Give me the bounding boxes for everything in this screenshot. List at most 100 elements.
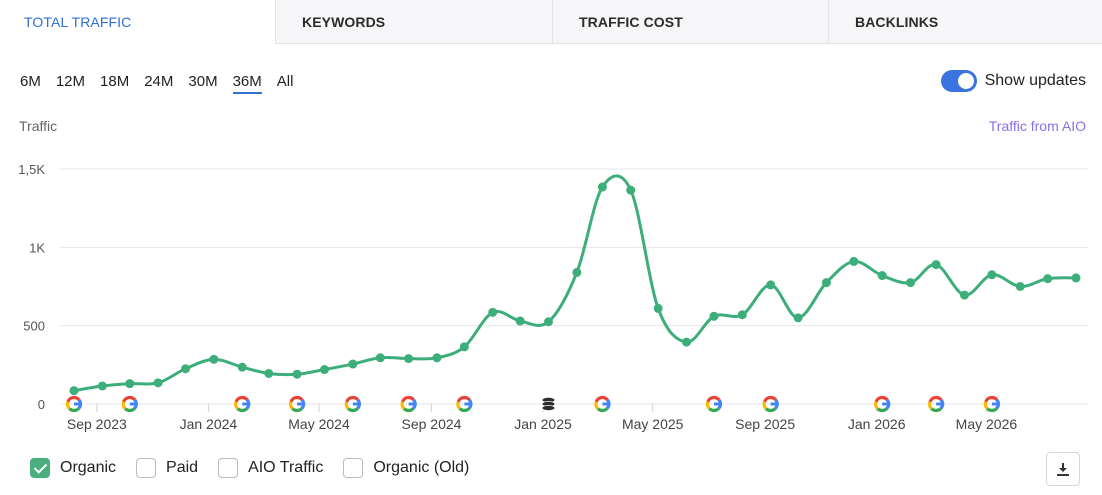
x-tick-label: May 2026 bbox=[956, 416, 1018, 432]
legend-item-organic-old[interactable]: Organic (Old) bbox=[343, 458, 469, 478]
organic-data-point bbox=[877, 271, 887, 281]
legend: Organic Paid AIO Traffic Organic (Old) bbox=[30, 458, 489, 478]
organic-data-point bbox=[906, 278, 916, 288]
google-update-icon bbox=[344, 395, 361, 413]
legend-label-organic: Organic bbox=[60, 459, 117, 476]
x-tick-label: May 2024 bbox=[288, 416, 350, 432]
y-tick-label: 500 bbox=[23, 319, 45, 334]
x-tick-label: May 2025 bbox=[622, 416, 684, 432]
google-update-icon bbox=[121, 395, 138, 413]
google-update-icon bbox=[288, 395, 306, 413]
organic-data-point bbox=[237, 362, 247, 372]
range-18m[interactable]: 18M bbox=[100, 73, 130, 90]
organic-data-point bbox=[125, 379, 135, 389]
google-update-icon bbox=[456, 395, 473, 413]
range-selector: 6M 12M 18M 24M 30M 36M All bbox=[20, 72, 308, 94]
range-24m[interactable]: 24M bbox=[144, 73, 174, 90]
organic-data-point bbox=[793, 313, 803, 323]
organic-data-point bbox=[69, 386, 79, 396]
range-36m[interactable]: 36M bbox=[232, 72, 262, 94]
traffic-from-aio-link[interactable]: Traffic from AIO bbox=[988, 118, 1086, 134]
google-update-icon bbox=[983, 395, 1000, 413]
range-6m[interactable]: 6M bbox=[20, 73, 41, 90]
organic-data-point bbox=[292, 369, 302, 379]
organic-data-point bbox=[488, 307, 498, 317]
x-tick-label: Jan 2026 bbox=[848, 416, 906, 432]
organic-data-point bbox=[515, 316, 525, 326]
traffic-chart: 0 500 1K 1,5K Sep 2023 Jan 2024 May 2024 Sep 20… bbox=[18, 162, 1088, 432]
google-update-icon bbox=[400, 395, 417, 413]
y-axis-label: Traffic bbox=[19, 118, 58, 134]
organic-data-point bbox=[1043, 274, 1053, 284]
organic-data-point bbox=[572, 267, 582, 277]
y-tick-label: 1K bbox=[29, 240, 45, 255]
x-tick-label: Jan 2024 bbox=[180, 416, 238, 432]
google-update-icon bbox=[65, 395, 83, 413]
x-tick-label: Sep 2024 bbox=[401, 416, 461, 432]
range-30m[interactable]: 30M bbox=[188, 73, 218, 90]
organic-data-point bbox=[432, 353, 442, 363]
organic-data-point bbox=[181, 364, 191, 374]
download-icon bbox=[1057, 463, 1069, 476]
organic-data-point bbox=[404, 354, 414, 364]
legend-label-organic-old: Organic (Old) bbox=[373, 459, 470, 476]
paid-checkbox[interactable] bbox=[136, 458, 157, 478]
organic-data-point bbox=[1071, 273, 1081, 283]
organic-data-point bbox=[459, 342, 469, 352]
organic-data-point bbox=[153, 378, 163, 388]
show-updates-toggle[interactable] bbox=[940, 70, 977, 92]
organic-data-point bbox=[597, 182, 607, 192]
organic-data-point bbox=[959, 290, 969, 300]
y-tick-label: 0 bbox=[38, 397, 45, 412]
organic-data-point bbox=[849, 256, 859, 266]
legend-label-paid: Paid bbox=[166, 459, 199, 476]
tab-backlinks[interactable]: BACKLINKS bbox=[828, 0, 1102, 44]
organic-data-point bbox=[1015, 282, 1025, 291]
organic-data-point bbox=[97, 381, 107, 391]
organic-data-point bbox=[375, 353, 385, 363]
organic-data-point bbox=[709, 311, 719, 321]
tab-total-traffic[interactable]: TOTAL TRAFFIC bbox=[0, 0, 275, 44]
google-update-icon bbox=[594, 395, 611, 413]
organic-data-point bbox=[320, 365, 329, 375]
toggle-knob bbox=[957, 73, 974, 89]
legend-item-paid[interactable]: Paid bbox=[136, 458, 198, 478]
google-update-icon bbox=[234, 395, 251, 413]
organic-data-point bbox=[821, 278, 831, 288]
y-tick-label: 1,5K bbox=[18, 162, 45, 177]
aio-traffic-checkbox[interactable] bbox=[218, 458, 239, 478]
organic-data-point bbox=[626, 185, 636, 195]
organic-data-point bbox=[682, 337, 692, 347]
organic-old-checkbox[interactable] bbox=[343, 458, 364, 478]
organic-data-point bbox=[931, 260, 941, 270]
x-tick-label: Sep 2025 bbox=[735, 416, 795, 432]
download-button[interactable] bbox=[1046, 452, 1080, 486]
tab-traffic-cost[interactable]: TRAFFIC COST bbox=[552, 0, 828, 44]
tab-bar: TOTAL TRAFFIC KEYWORDS TRAFFIC COST BACK… bbox=[0, 0, 1102, 44]
google-update-icon bbox=[705, 395, 723, 413]
legend-item-aio-traffic[interactable]: AIO Traffic bbox=[218, 458, 323, 478]
database-update-icon bbox=[541, 397, 556, 411]
organic-data-point bbox=[653, 303, 663, 313]
organic-series-line bbox=[73, 174, 1077, 393]
organic-checkbox[interactable] bbox=[30, 458, 50, 478]
google-update-icon bbox=[762, 395, 779, 413]
organic-data-point bbox=[209, 354, 219, 364]
google-update-icon bbox=[928, 395, 945, 413]
organic-data-point bbox=[987, 270, 997, 280]
x-tick-label: Jan 2025 bbox=[514, 416, 572, 432]
x-tick-label: Sep 2023 bbox=[67, 416, 127, 432]
organic-data-point bbox=[264, 368, 274, 378]
organic-data-point bbox=[543, 317, 553, 327]
organic-data-point bbox=[766, 280, 776, 290]
range-all[interactable]: All bbox=[276, 73, 294, 90]
google-update-icon bbox=[874, 395, 891, 413]
organic-data-point bbox=[737, 310, 747, 320]
legend-label-aio-traffic: AIO Traffic bbox=[248, 459, 324, 476]
range-12m[interactable]: 12M bbox=[55, 73, 86, 90]
show-updates-control: Show updates bbox=[940, 70, 1086, 92]
legend-item-organic[interactable]: Organic bbox=[30, 458, 116, 478]
tab-keywords[interactable]: KEYWORDS bbox=[275, 0, 552, 44]
show-updates-label: Show updates bbox=[984, 72, 1086, 89]
organic-data-point bbox=[348, 359, 358, 369]
